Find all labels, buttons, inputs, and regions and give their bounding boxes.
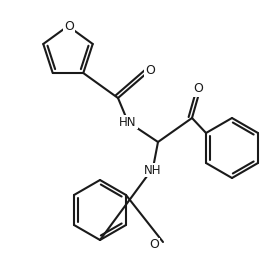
Text: O: O (64, 20, 74, 33)
Text: NH: NH (144, 163, 162, 176)
Text: O: O (193, 82, 203, 96)
Text: O: O (149, 239, 159, 252)
Text: O: O (145, 64, 155, 78)
Text: HN: HN (119, 116, 137, 128)
